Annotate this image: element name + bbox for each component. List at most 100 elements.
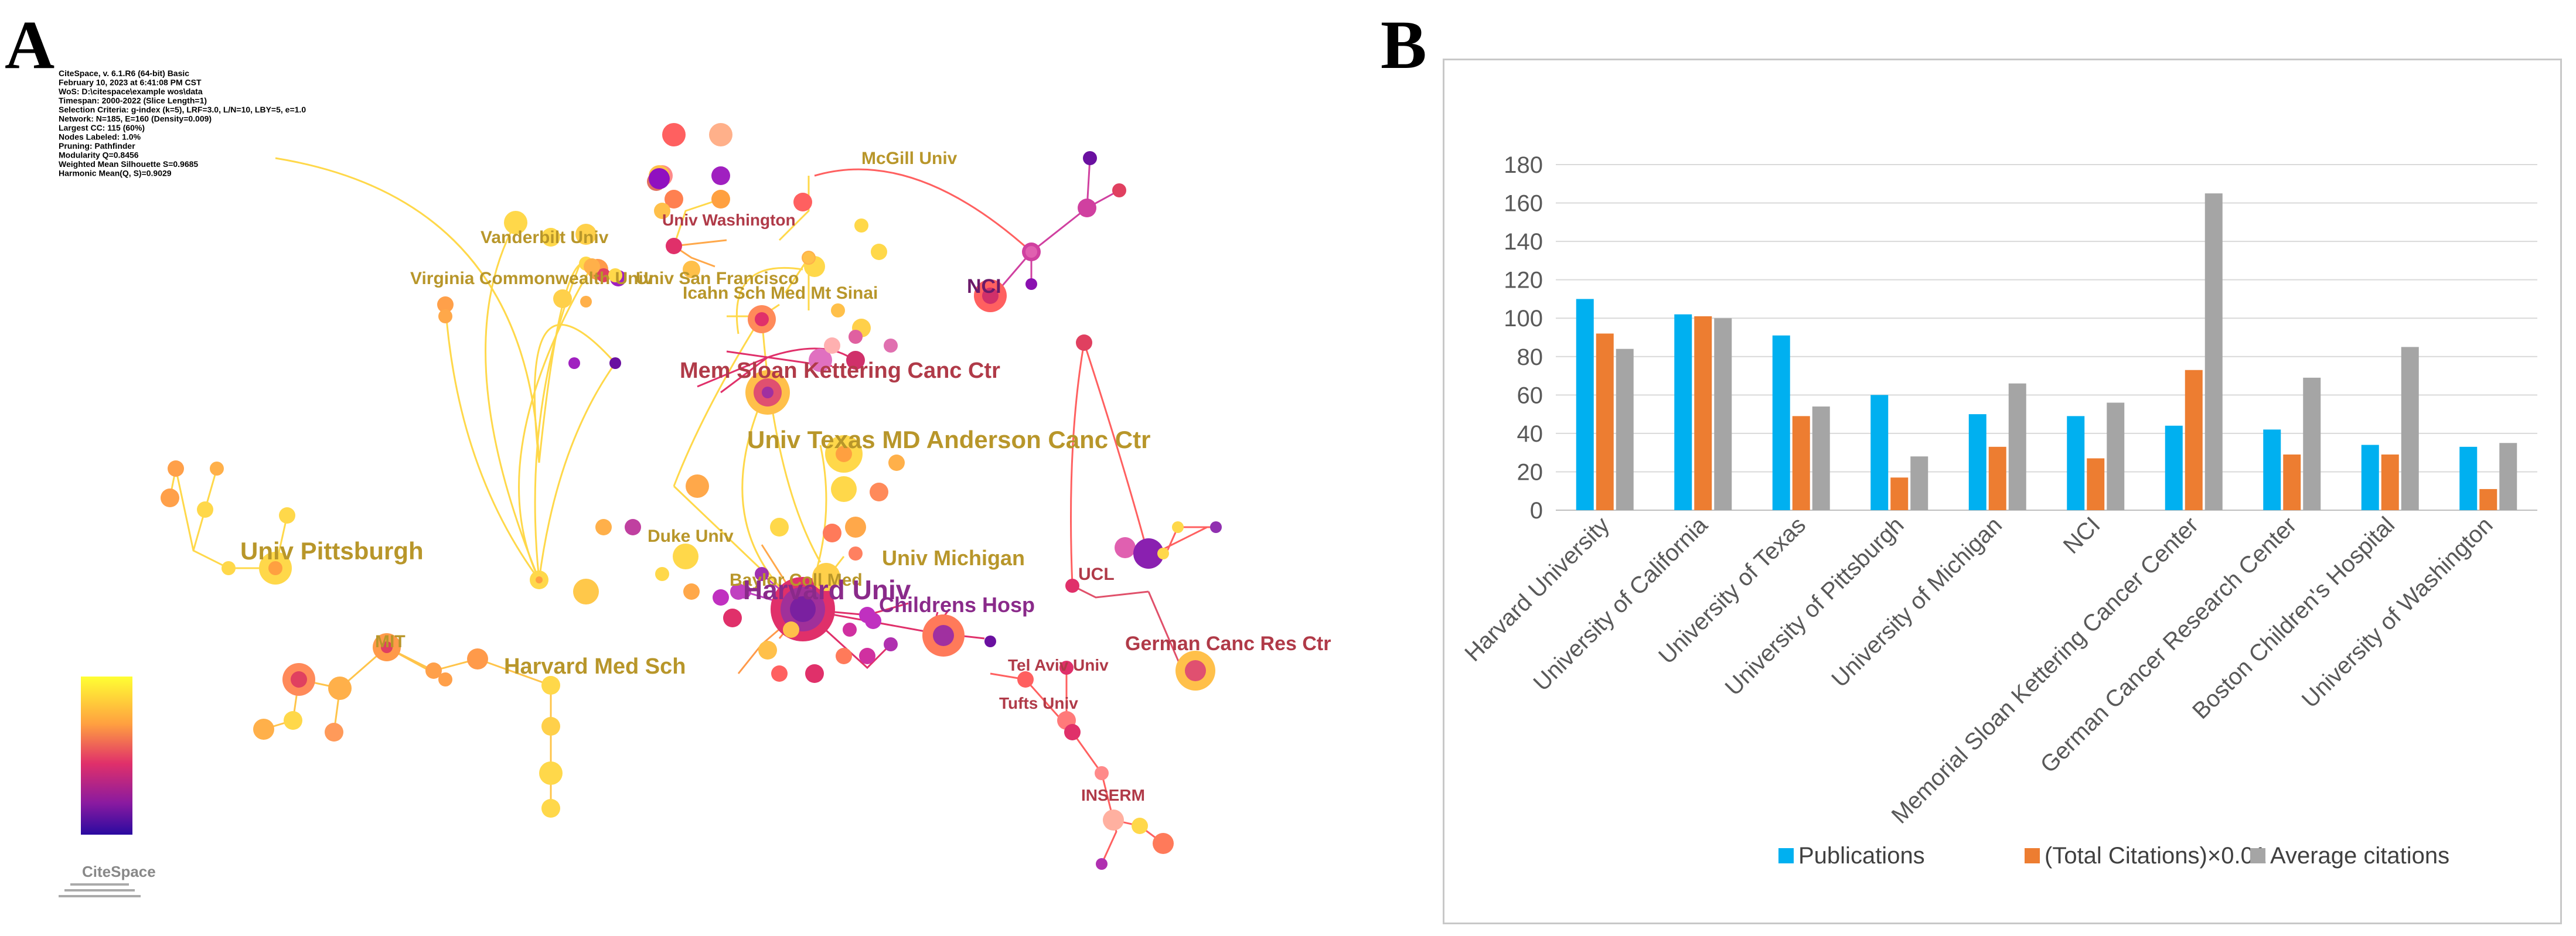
legend-label: (Total Citations)×0.01 — [2045, 843, 2267, 869]
y-tick-label: 20 — [1517, 459, 1543, 485]
network-edge — [444, 304, 540, 580]
network-edge — [533, 324, 616, 463]
network-node — [654, 203, 670, 219]
metadata-line: February 10, 2023 at 6:41:08 PM CST — [59, 78, 202, 87]
network-node — [1025, 246, 1037, 258]
network-node — [793, 193, 812, 211]
network-node — [504, 211, 527, 234]
network-edge — [1070, 342, 1085, 586]
network-node-label: Univ Washington — [662, 211, 796, 229]
network-node — [770, 518, 789, 537]
network-node — [168, 460, 184, 477]
network-node — [438, 309, 452, 323]
network-node — [597, 268, 611, 282]
network-node — [1153, 833, 1174, 854]
network-node — [870, 483, 888, 501]
x-tick-label: NCI — [2059, 512, 2105, 559]
network-labels: McGill Univ Univ Washington Vanderbilt Uni… — [240, 149, 1331, 804]
network-node — [933, 625, 954, 646]
network-node-label: Univ Texas MD Anderson Canc Ctr — [747, 426, 1150, 453]
network-node — [836, 446, 852, 462]
network-node — [649, 168, 670, 189]
metadata-line: CiteSpace, v. 6.1.R6 (64-bit) Basic — [59, 69, 189, 78]
collaboration-network: CiteSpace, v. 6.1.R6 (64-bit) BasicFebru… — [59, 69, 1331, 897]
network-node — [541, 676, 560, 695]
y-tick-label: 100 — [1504, 306, 1543, 332]
network-node — [1112, 183, 1126, 197]
network-node — [737, 585, 751, 599]
panel-a-letter: A — [5, 6, 55, 83]
network-node — [1103, 809, 1124, 831]
network-node — [291, 671, 307, 688]
network-edge — [673, 316, 763, 487]
network-node-label: McGill Univ — [861, 149, 958, 168]
legend-label: Publications — [1798, 843, 1925, 869]
legend-swatch — [1778, 848, 1794, 863]
network-node — [222, 561, 236, 575]
network-node — [805, 664, 824, 683]
network-node — [831, 303, 845, 317]
bar — [1694, 316, 1712, 510]
y-tick-label: 40 — [1517, 421, 1543, 447]
bar — [2283, 454, 2301, 510]
network-edge — [175, 468, 275, 569]
network-node — [1083, 151, 1097, 165]
network-node — [849, 546, 863, 561]
metadata-line: Weighted Mean Silhouette S=0.9685 — [59, 159, 198, 169]
network-node — [803, 252, 815, 264]
metadata-line: Nodes Labeled: 1.0% — [59, 132, 141, 142]
network-node — [1172, 521, 1184, 533]
network-node — [845, 517, 866, 538]
network-node — [1017, 671, 1034, 688]
bar — [2303, 377, 2321, 510]
network-node — [683, 583, 700, 600]
network-node — [859, 648, 875, 664]
network-node — [809, 349, 832, 372]
network-node — [665, 190, 683, 209]
network-node — [755, 312, 769, 326]
network-node — [655, 567, 669, 581]
bar — [1792, 416, 1810, 510]
network-node — [595, 519, 612, 535]
network-edge — [720, 356, 768, 394]
bar — [1772, 335, 1790, 510]
network-edge — [726, 350, 768, 358]
network-node — [854, 218, 868, 233]
network-node-label: German Canc Res Ctr — [1125, 633, 1331, 655]
bar — [2185, 370, 2203, 510]
network-node — [823, 524, 841, 542]
network-node — [253, 719, 274, 740]
network-node — [758, 641, 777, 660]
network-node — [888, 455, 905, 471]
x-tick-label: University of Michigan — [1827, 512, 2007, 692]
network-node-label: Harvard Univ — [743, 575, 911, 605]
network-node-label: Virginia Commonwealth Univ — [410, 269, 653, 288]
y-tick-label: 160 — [1504, 191, 1543, 217]
citespace-logo-text: CiteSpace — [82, 863, 156, 880]
network-node — [328, 677, 352, 700]
network-node — [425, 662, 442, 679]
network-node — [1065, 579, 1079, 593]
bar — [1890, 477, 1909, 510]
network-node — [279, 507, 295, 524]
network-node — [673, 544, 698, 569]
network-node — [438, 672, 452, 686]
network-node — [884, 637, 898, 651]
metadata-line: Timespan: 2000-2022 (Slice Length=1) — [59, 96, 207, 105]
network-edge — [814, 168, 1033, 253]
x-tick-label: Boston Children's Hospital — [2187, 512, 2400, 724]
network-node — [1185, 660, 1206, 681]
y-tick-label: 60 — [1517, 382, 1543, 408]
metadata-line: Network: N=185, E=160 (Density=0.009) — [59, 114, 212, 124]
network-node — [1095, 766, 1109, 780]
network-node-label: Vanderbilt Univ — [481, 228, 609, 247]
color-scale-bar — [81, 677, 132, 835]
network-node — [536, 576, 543, 583]
network-node — [381, 641, 393, 653]
network-node — [1059, 661, 1074, 675]
legend-swatch — [2025, 848, 2040, 863]
network-node — [666, 238, 682, 254]
bar — [2067, 416, 2085, 510]
network-node-label: Harvard Med Sch — [504, 654, 686, 679]
network-node — [1064, 724, 1081, 740]
